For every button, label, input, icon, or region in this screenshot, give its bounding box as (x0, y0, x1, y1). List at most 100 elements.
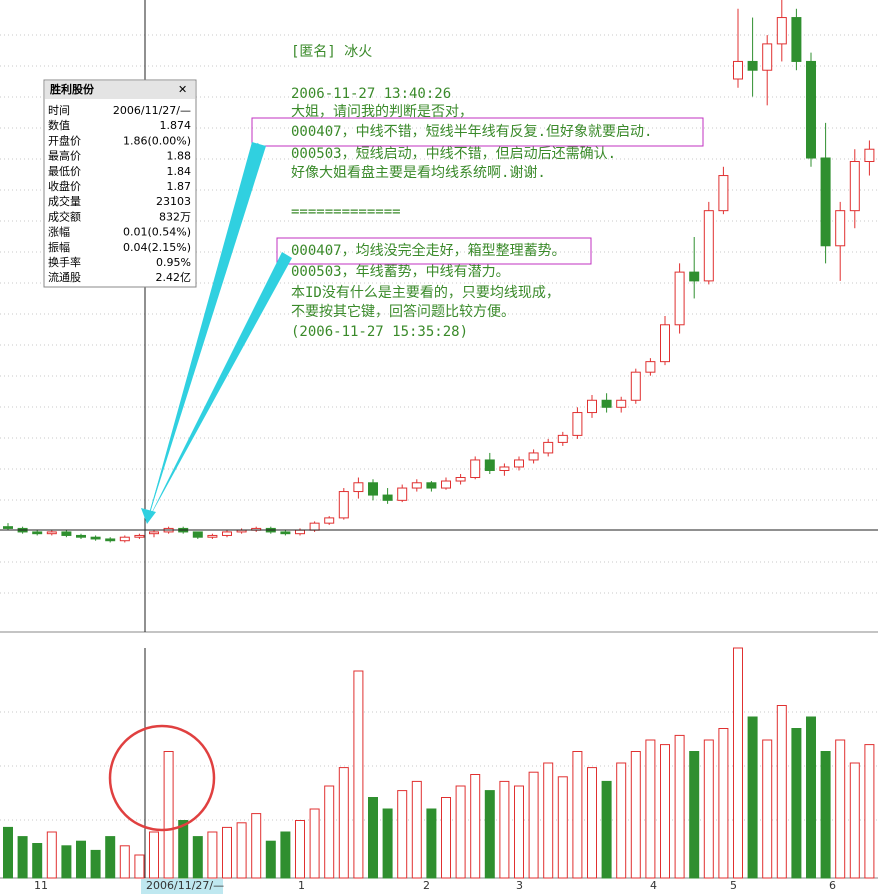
volume-bar (309, 808, 320, 879)
candle-body (324, 517, 335, 524)
info-label: 开盘价 (48, 133, 81, 147)
volume-bar (849, 762, 860, 879)
candle-body (703, 210, 714, 282)
note-line: 000503，年线蓄势，中线有潜力。 (291, 264, 510, 280)
candle-body (747, 60, 758, 71)
note-line: 000503，短线启动，中线不错，但启动后还需确认. (291, 146, 616, 162)
volume-bar (61, 845, 72, 879)
volume-bar (76, 840, 86, 879)
candle-body (820, 157, 831, 247)
volume-bar (192, 836, 203, 879)
volume-bar (119, 845, 130, 879)
volume-bar (733, 647, 743, 879)
highlight-circle (108, 724, 216, 832)
volume-bar (236, 822, 247, 879)
volume-bar (864, 744, 875, 879)
candle-body (455, 477, 466, 482)
volume-bar (178, 820, 189, 879)
candle-body (514, 459, 524, 468)
volume-bar (455, 785, 466, 879)
info-label: 振幅 (48, 240, 70, 254)
volume-bar (776, 705, 787, 879)
date-axis: 11 2006/11/27/— 1 2 3 4 5 6 (34, 879, 836, 894)
info-value: 1.874 (160, 119, 192, 132)
candle-body (105, 538, 116, 542)
volumes (3, 647, 875, 879)
date-label: 6 (829, 879, 836, 892)
candle-body (864, 148, 875, 163)
volume-bar (601, 780, 612, 879)
volume-bar (295, 820, 305, 879)
candle-body (397, 487, 408, 501)
info-value: 832万 (159, 210, 191, 223)
note-line: (2006-11-27 15:35:28) (291, 324, 468, 340)
close-button[interactable]: ✕ (178, 83, 187, 96)
candle-body (616, 399, 627, 408)
volume-bar (222, 826, 232, 879)
info-label: 换手率 (48, 255, 81, 269)
info-value: 1.84 (167, 165, 192, 178)
volume-bar (90, 849, 101, 879)
volume-bar (368, 797, 378, 879)
info-label: 成交额 (48, 209, 81, 223)
candle-body (557, 434, 568, 443)
candle-body (382, 494, 393, 501)
candle-body (689, 271, 700, 282)
volume-bar (718, 728, 729, 879)
volume-bar (762, 739, 773, 879)
candle-body (46, 531, 57, 535)
candle-body (601, 399, 612, 408)
info-value: 0.04(2.15%) (123, 241, 191, 254)
info-label: 收盘价 (48, 179, 81, 193)
candle-body (149, 531, 159, 535)
candle-body (835, 210, 846, 247)
volume-bar (265, 840, 276, 879)
info-title: 胜利股份 (49, 82, 95, 96)
candle-body (222, 531, 232, 536)
note-line: 000407，中线不错，短线半年线有反复.但好象就要启动. (291, 123, 652, 140)
volume-bar (17, 836, 28, 879)
volume-bar (703, 739, 714, 879)
volume-bar (338, 767, 349, 879)
date-label: 2006/11/27/— (146, 879, 224, 892)
volume-bar (820, 751, 831, 879)
candle-body (791, 17, 802, 62)
volume-bar (630, 751, 641, 879)
info-value: 23103 (156, 195, 191, 208)
date-label: 2 (423, 879, 430, 892)
candle-body (528, 452, 539, 461)
candle-body (309, 522, 320, 531)
info-label: 成交量 (48, 194, 81, 208)
date-label: 3 (516, 879, 523, 892)
highlight-box (251, 117, 704, 147)
volume-bar (557, 776, 568, 879)
candle-body (806, 60, 816, 159)
candle-body (849, 161, 860, 212)
candle-body (32, 531, 43, 535)
volume-bar (791, 728, 802, 879)
info-value: 1.86(0.00%) (123, 134, 191, 147)
volume-bar (324, 785, 335, 879)
info-value: 1.87 (167, 180, 192, 193)
info-label: 数值 (48, 119, 70, 132)
info-value: 0.95% (156, 256, 191, 269)
info-value: 2.42亿 (156, 271, 192, 284)
candle-body (411, 482, 422, 489)
candle-body (119, 536, 130, 542)
volume-bar (645, 739, 656, 879)
note-time: 2006-11-27 13:40:26 (291, 86, 451, 102)
note-author: [匿名] 冰火 (291, 44, 372, 60)
candle-body (3, 526, 13, 529)
candle-body (470, 459, 481, 479)
date-label: 11 (34, 879, 48, 892)
candle-body (90, 536, 101, 540)
candle-body (484, 459, 495, 471)
note-line: 大姐，请问我的判断是否对， (291, 104, 473, 120)
candles (3, 0, 875, 543)
candle-body (718, 175, 729, 212)
volume-bar (411, 780, 422, 879)
candle-body (776, 17, 787, 45)
volume-bar (46, 831, 57, 879)
volume-bar (835, 739, 846, 879)
candle-body (338, 491, 349, 519)
